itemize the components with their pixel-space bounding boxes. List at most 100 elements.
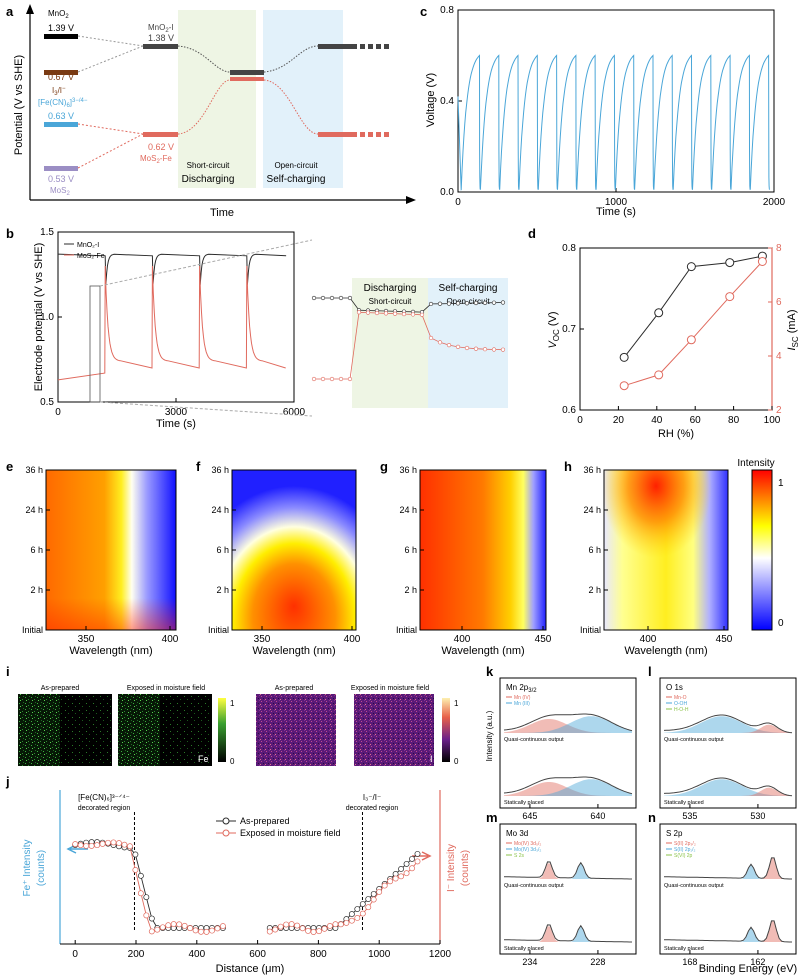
xps-caption-l: Quasi-continuous output	[664, 737, 724, 743]
b-inset-point-mos2fe	[401, 311, 407, 317]
c-xtick-label: 0	[455, 197, 461, 208]
heatmap-e-overlay	[46, 470, 176, 630]
j-series-exposed-i-point	[359, 910, 366, 917]
j-series-as-prepared-i-line	[269, 853, 418, 929]
d-voc-point	[654, 308, 664, 318]
b-xtick-label: 6000	[283, 407, 306, 418]
b-inset-point-mos2fe	[419, 312, 425, 317]
j-series-exposed-fe-point	[110, 839, 117, 846]
j-series-exposed-i-point	[387, 878, 394, 885]
j-series-exposed-fe-point	[143, 912, 150, 919]
xps-plots: Mn 2p3/2Mn (IV)Mn (III) Quasi-continuous …	[499, 677, 797, 967]
hm-ytick-label-g: 2 h	[404, 585, 417, 595]
xps-title-n: S 2p	[666, 829, 683, 838]
b-inset-point-mos2fe	[446, 343, 452, 348]
j-xtick-label: 1200	[429, 949, 452, 960]
b-inset-point-mos2fe	[437, 340, 443, 345]
j-ticks: 0 200 400 600 800 1000 1200	[66, 812, 452, 960]
b-ticks: 0 3000 6000 0.5 1.0 1.5	[40, 227, 305, 418]
b-inset-right-title: Self-charging	[439, 283, 498, 294]
b-inset-point-mos2fe	[320, 376, 326, 382]
c-ylabel: Voltage (V)	[425, 73, 437, 127]
i-fe-exposed: Exposed in moisture field	[127, 685, 205, 692]
b-inset-point-mno2i	[446, 301, 452, 306]
heatmap-f-fill	[232, 470, 356, 630]
b-zoom-line-top	[99, 239, 313, 287]
j-xlabel: Distance (μm)	[216, 963, 285, 975]
d-ticks: 0 20 40 60 80 100 0.6 0.7 0.8 2 4 6 8	[562, 243, 782, 426]
conn-2	[77, 45, 144, 73]
i-fe-map-2-left	[118, 694, 160, 766]
j-region-right: I₃⁻/I⁻	[363, 793, 381, 802]
j-series-exposed-i-point	[348, 917, 355, 924]
j-region-left: [Fe(CN)₆]³⁻ᐟ⁴⁻	[78, 793, 130, 802]
final-bar-top	[318, 44, 352, 49]
xps-envelope-n	[664, 920, 792, 943]
j-series-exposed-i-point	[403, 870, 410, 877]
xps-caption-m: Statically placed	[504, 946, 544, 952]
panel-label-e: e	[6, 459, 13, 474]
j-series-as-prepared-i-point	[365, 896, 372, 902]
xps-panel-k: Mn 2p3/2Mn (IV)Mn (III) Quasi-continuous …	[499, 677, 637, 821]
j-xtick-label: 200	[128, 949, 145, 960]
j-series-exposed-i-point	[310, 929, 317, 935]
j-series-as-prepared-i-point	[370, 891, 377, 897]
j-series-exposed-i-point	[409, 865, 415, 872]
d-xtick-label: 80	[728, 415, 740, 426]
panel-label-m: m	[486, 810, 498, 825]
j-series-exposed-fe-point	[159, 924, 166, 931]
i-fe-colorbar	[218, 698, 226, 762]
xps-xtick-label-n: 168	[682, 957, 697, 967]
j-ylabel-right: I⁻ Intensity	[446, 844, 457, 892]
d-isc-point	[686, 335, 696, 345]
xps-xtick-label-m: 228	[590, 957, 605, 967]
b-inset-point-mos2fe	[338, 376, 344, 382]
hm-ytick-label-e: 6 h	[30, 545, 43, 555]
b-inset-line-mos2fe	[314, 311, 504, 380]
intensity-colorbar	[751, 469, 773, 631]
xps-peak-l	[664, 787, 792, 796]
b-inset-point-mno2i	[437, 301, 443, 306]
b-legend: MnO₂-I MoS₂-Fe	[64, 242, 105, 260]
level-mno2-value: 1.39 V	[48, 23, 74, 33]
b-zoom-box	[89, 285, 101, 403]
b-inset-point-mos2fe	[347, 376, 353, 382]
c-voltage-line	[457, 54, 770, 191]
j-series-exposed-i-point	[398, 873, 405, 880]
j-series-exposed-i-point	[365, 904, 372, 911]
conn-4	[77, 133, 144, 169]
xps-panel-n: S 2p S(II) 2p₃/₂S(II) 2p₁/₂S(VI) 2p Quasi-…	[659, 823, 797, 967]
b-inset-plot	[311, 295, 506, 382]
level-mno2-bar	[44, 34, 78, 39]
level-mos2-value: 0.53 V	[48, 174, 74, 184]
xps-peak-k	[504, 779, 632, 796]
i-fe-map-1-left	[18, 694, 60, 766]
level-i3-label: I3/I−	[52, 86, 66, 97]
j-series-exposed-fe-point	[77, 842, 84, 849]
j-series-exposed-fe-point	[121, 841, 128, 848]
b-inset-point-mos2fe	[482, 347, 488, 352]
j-series-exposed-fe-point	[181, 922, 188, 929]
j-series-exposed-i-point	[272, 926, 279, 933]
j-series-as-prepared-i-point	[403, 860, 410, 867]
b-inset-point-mno2i	[311, 295, 317, 301]
xps-legend-k: Mn (IV)	[514, 695, 531, 701]
j-series-exposed-i-point	[283, 921, 290, 928]
xps-caption-m: Quasi-continuous output	[504, 883, 564, 889]
j-series-exposed-fe-point	[176, 921, 183, 928]
colorbar-title: Intensity	[737, 458, 774, 469]
xps-caption-n: Statically placed	[664, 946, 704, 952]
b-inset-point-mno2i	[464, 301, 470, 306]
j-series-as-prepared-i-point	[414, 850, 421, 857]
j-series-exposed-i-point	[316, 928, 322, 935]
b-inset-discharge-bg	[352, 278, 428, 408]
xps-envelope-l	[663, 714, 793, 734]
hm-ytick-label-h: 24 h	[583, 505, 601, 515]
i-i-colorbar	[442, 698, 450, 762]
j-legend-1: As-prepared	[240, 816, 290, 826]
j-legend-2: Exposed in moisture field	[240, 828, 341, 838]
discharge-curve-top	[177, 45, 231, 73]
j-plot	[72, 839, 421, 935]
b-inset-point-mos2fe	[410, 312, 416, 317]
